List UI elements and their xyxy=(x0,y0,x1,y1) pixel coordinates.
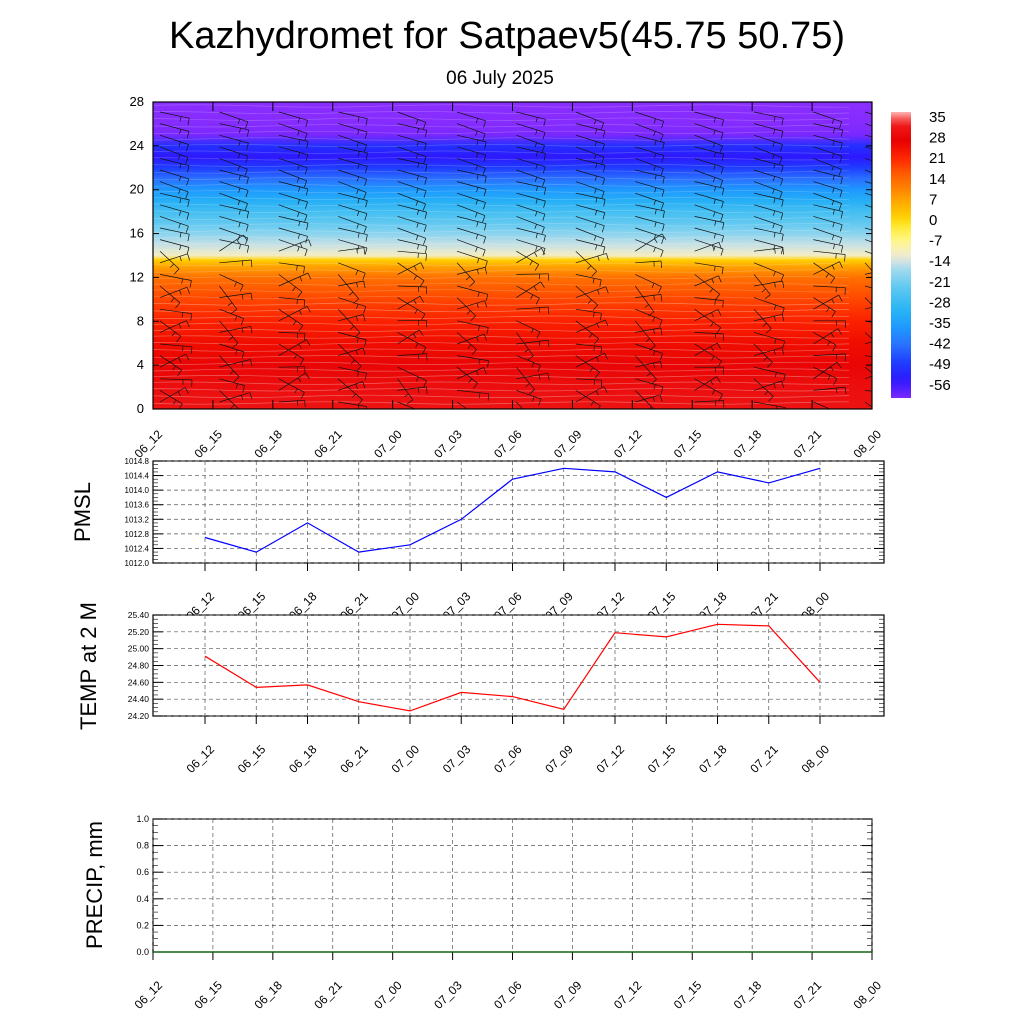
y-tick-label: 1012.0 xyxy=(125,559,150,568)
colorbar-label: -49 xyxy=(929,356,951,373)
plot-frame xyxy=(152,460,885,564)
x-tick-label: 07_09 xyxy=(542,742,576,776)
x-tick-label: 06_15 xyxy=(235,742,269,776)
y-tick-label: 0.0 xyxy=(136,947,149,957)
x-tick-label: 07_18 xyxy=(731,978,765,1012)
y-tick-label: 1014.0 xyxy=(125,486,150,495)
x-tick-label: 06_18 xyxy=(251,978,285,1012)
y-axis-label: TEMP at 2 M xyxy=(76,602,101,730)
x-tick-label: 07_09 xyxy=(551,978,585,1012)
y-tick-label: 12 xyxy=(130,269,144,284)
x-tick-label: 06_21 xyxy=(311,978,345,1012)
x-tick-label: 08_00 xyxy=(799,742,833,776)
y-tick-label: 16 xyxy=(130,226,144,241)
colorbar-label: 0 xyxy=(929,212,937,229)
x-tick-label: 06_12 xyxy=(184,742,218,776)
x-tick-label: 07_12 xyxy=(594,742,628,776)
colorbar-label: 7 xyxy=(929,191,937,208)
y-tick-label: 8 xyxy=(137,313,144,328)
y-tick-label: 4 xyxy=(137,357,144,372)
y-tick-label: 25.20 xyxy=(128,627,150,637)
colorbar-label: -42 xyxy=(929,336,951,353)
y-tick-label: 0.4 xyxy=(136,894,149,904)
y-tick-label: 25.40 xyxy=(128,610,150,620)
y-tick-label: 1.0 xyxy=(136,814,149,824)
colorbar-label: -14 xyxy=(929,253,951,270)
colorbar-label: -56 xyxy=(929,377,951,394)
x-tick-label: 07_12 xyxy=(611,427,645,461)
temp-2m-panel: 24.20 24.40 24.60 24.80 25.00 25.20 25.40 06_12… xyxy=(76,602,885,776)
y-tick-label: 1014.4 xyxy=(125,472,150,481)
y-tick-label: 0 xyxy=(137,401,144,416)
x-tick-label: 07_00 xyxy=(389,742,423,776)
y-tick-label: 1013.6 xyxy=(125,501,150,510)
y-tick-label: 24.20 xyxy=(128,711,150,721)
x-tick-label: 06_21 xyxy=(337,742,371,776)
y-tick-label: 25.00 xyxy=(128,644,150,654)
x-tick-label: 07_15 xyxy=(671,978,705,1012)
wind-barbs xyxy=(159,111,872,409)
colorbar-label: -7 xyxy=(929,233,942,250)
y-tick-label: 1013.2 xyxy=(125,515,150,524)
colorbar-label: 28 xyxy=(929,130,946,147)
colorbar-label: -28 xyxy=(929,294,951,311)
chart-subtitle: 06 July 2025 xyxy=(446,68,554,89)
y-tick-label: 1012.4 xyxy=(125,544,150,553)
y-tick-label: 24.80 xyxy=(128,661,150,671)
x-tick-label: 06_15 xyxy=(192,427,226,461)
x-tick-label: 08_00 xyxy=(851,427,885,461)
colorbar-label: -35 xyxy=(929,315,951,332)
x-tick-label: 07_06 xyxy=(491,742,525,776)
x-tick-label: 07_00 xyxy=(371,978,405,1012)
isotherm-lines xyxy=(153,104,850,405)
x-tick-label: 07_00 xyxy=(371,427,405,461)
x-tick-label: 07_15 xyxy=(645,742,679,776)
colorbar-label: -21 xyxy=(929,274,951,291)
x-tick-label: 06_21 xyxy=(311,427,345,461)
x-tick-label: 07_21 xyxy=(747,742,781,776)
chart-title: Kazhydromet for Satpaev5(45.75 50.75) xyxy=(169,15,845,57)
x-tick-label: 07_03 xyxy=(440,742,474,776)
temperature-profile-panel: 0 4 8 12 16 20 24 28 06_12 06_15 06_18 06_21 07_00 07… xyxy=(130,94,885,461)
colorbar-gradient xyxy=(891,112,911,398)
x-tick-label: 07_06 xyxy=(491,427,525,461)
x-tick-label: 06_12 xyxy=(132,427,166,461)
x-tick-label: 07_03 xyxy=(431,978,465,1012)
y-tick-label: 28 xyxy=(130,94,144,109)
pmsl-panel: 1012.0 1012.4 1012.8 1013.2 1013.6 1014.0 1014… xyxy=(70,457,885,623)
y-axis-label: PMSL xyxy=(70,482,95,542)
colorbar-label: 14 xyxy=(929,171,946,188)
temperature-profile-field xyxy=(153,102,872,409)
precip-panel: 0.0 0.2 0.4 0.6 0.8 1.0 06_12 06_15 06_18 06_21 07… xyxy=(82,814,884,1012)
x-tick-label: 06_18 xyxy=(251,427,285,461)
x-tick-label: 07_03 xyxy=(431,427,465,461)
y-tick-label: 24 xyxy=(130,138,144,153)
y-tick-label: 0.8 xyxy=(136,841,149,851)
temperature-profile-frame xyxy=(152,101,873,410)
y-tick-label: 24.40 xyxy=(128,694,150,704)
x-tick-label: 08_00 xyxy=(851,978,885,1012)
y-tick-label: 24.60 xyxy=(128,677,150,687)
x-tick-label: 07_15 xyxy=(671,427,705,461)
colorbar-label: 35 xyxy=(929,109,946,126)
colorbar-label: 21 xyxy=(929,150,946,167)
y-tick-label: 0.6 xyxy=(136,867,149,877)
x-tick-label: 06_15 xyxy=(192,978,226,1012)
x-tick-label: 07_06 xyxy=(491,978,525,1012)
y-tick-label: 0.2 xyxy=(136,920,149,930)
y-tick-label: 1014.8 xyxy=(125,457,150,466)
x-tick-label: 07_18 xyxy=(696,742,730,776)
x-tick-label: 06_12 xyxy=(132,978,166,1012)
y-axis-label: PRECIP, mm xyxy=(82,821,107,949)
x-tick-label: 07_12 xyxy=(611,978,645,1012)
x-tick-label: 07_21 xyxy=(791,978,825,1012)
x-tick-label: 06_18 xyxy=(286,742,320,776)
y-tick-label: 1012.8 xyxy=(125,530,150,539)
x-tick-label: 07_21 xyxy=(791,427,825,461)
colorbar: 35 28 21 14 7 0 -7 -14 -21 -28 -35 -42 -49 -56 xyxy=(891,109,951,398)
x-tick-label: 07_09 xyxy=(551,427,585,461)
y-tick-label: 20 xyxy=(130,182,144,197)
x-tick-label: 07_18 xyxy=(731,427,765,461)
